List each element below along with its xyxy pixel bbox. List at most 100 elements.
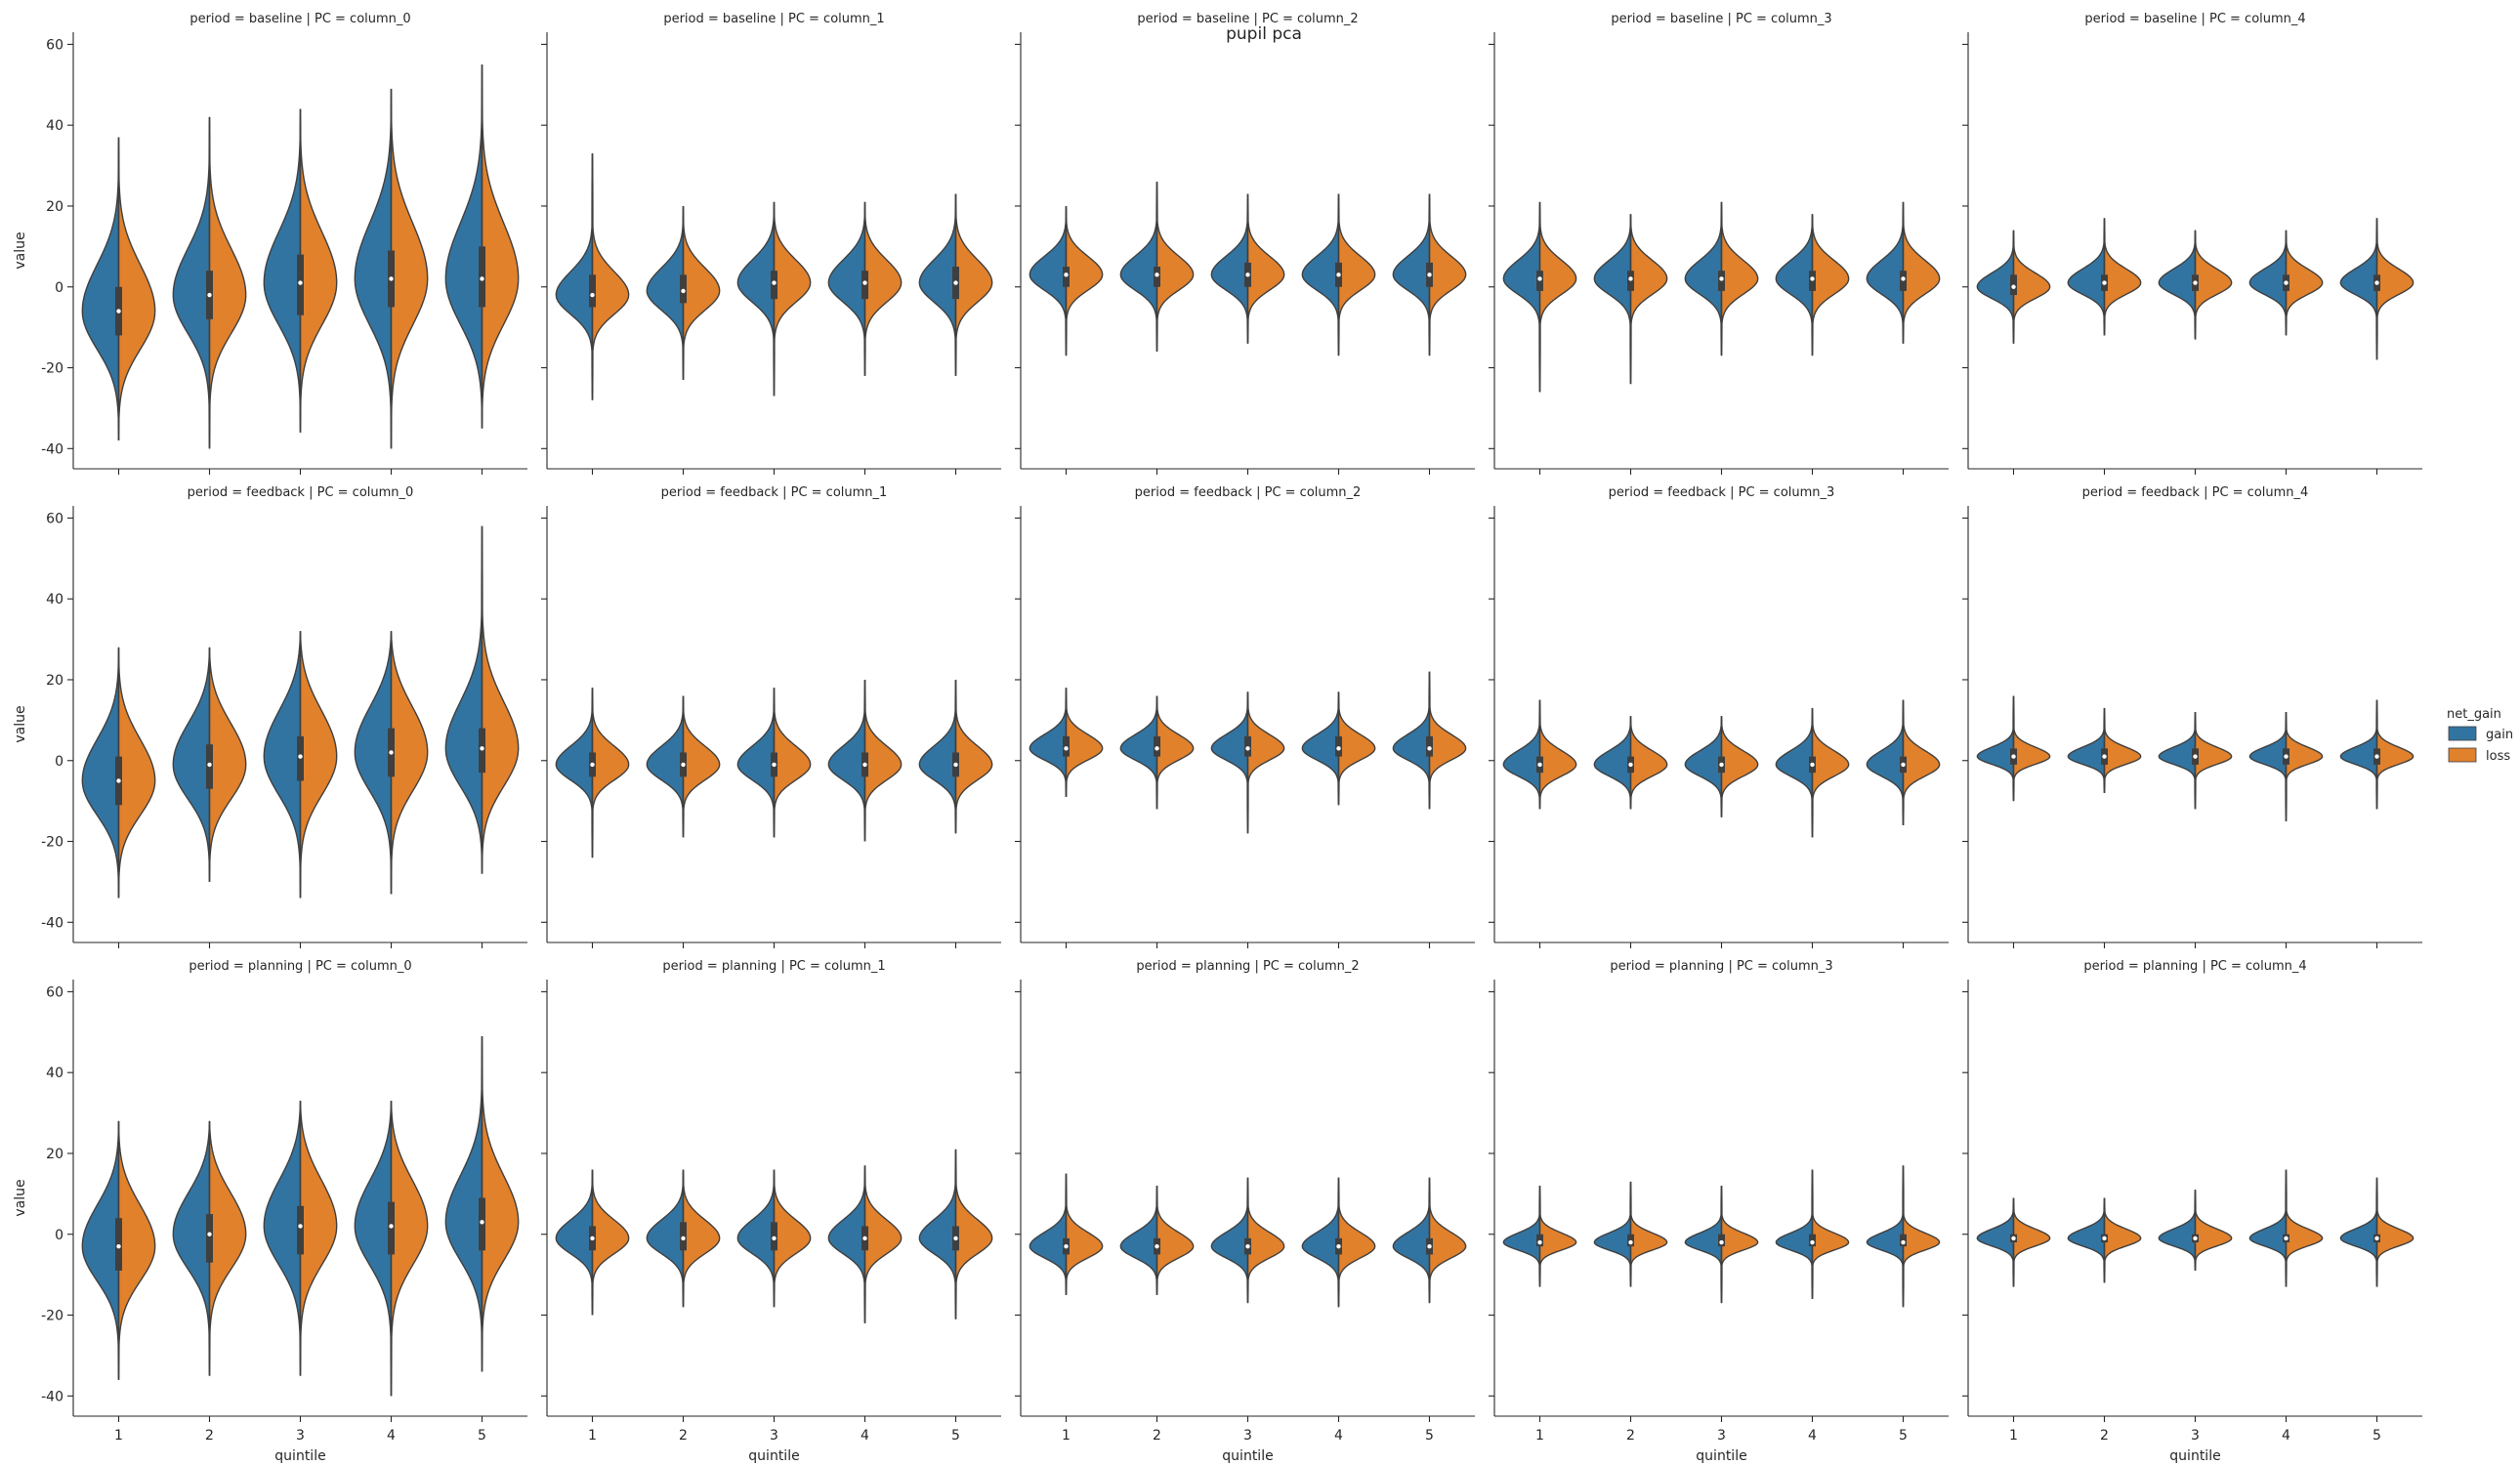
- median-dot-q1: [116, 1243, 121, 1249]
- violin-loss-q3: [299, 631, 338, 899]
- x-tick-label: 4: [2282, 1428, 2290, 1444]
- panel-title: period = planning | PC = column_4: [2083, 959, 2306, 974]
- median-dot-q5: [953, 1235, 958, 1241]
- violin-gain-q4: [354, 631, 393, 895]
- median-dot-q4: [862, 1235, 867, 1241]
- violin-gain-q4: [827, 679, 866, 842]
- median-dot-q3: [2193, 1235, 2198, 1241]
- median-dot-q4: [389, 276, 394, 281]
- violin-gain-q1: [1976, 230, 2015, 344]
- violin-loss-q4: [390, 631, 429, 895]
- violin-gain-q2: [1119, 182, 1158, 352]
- panel-title: period = feedback | PC = column_2: [1135, 485, 1362, 500]
- median-dot-q3: [1719, 276, 1724, 281]
- median-dot-q2: [1628, 276, 1633, 281]
- x-tick-label: 5: [1425, 1428, 1434, 1444]
- violin-gain-q1: [1502, 201, 1541, 393]
- y-tick-label: 40: [46, 118, 63, 134]
- panel-feedback-column_1: period = feedback | PC = column_1: [541, 485, 1001, 948]
- panel-feedback-column_2: period = feedback | PC = column_2: [1015, 485, 1475, 948]
- violin-loss-q5: [954, 679, 993, 834]
- median-dot-q2: [2102, 280, 2107, 285]
- x-axis-label: quintile: [748, 1448, 799, 1464]
- violin-gain-q5: [1866, 699, 1905, 825]
- violin-gain-q5: [1866, 201, 1905, 344]
- median-dot-q4: [1810, 762, 1815, 768]
- violin-loss-q1: [1065, 688, 1104, 798]
- median-dot-q5: [1901, 762, 1906, 768]
- median-dot-q5: [1427, 746, 1432, 751]
- violin-loss-q2: [2103, 1197, 2142, 1283]
- median-dot-q4: [1336, 746, 1341, 751]
- violin-gain-q1: [81, 137, 120, 441]
- median-dot-q4: [1810, 1239, 1815, 1245]
- panel-title: period = feedback | PC = column_3: [1609, 485, 1835, 500]
- median-dot-q5: [1901, 1239, 1906, 1245]
- violin-loss-q2: [2103, 707, 2142, 793]
- median-dot-q4: [2284, 280, 2289, 285]
- violin-gain-q1: [1976, 1197, 2015, 1287]
- x-axis-label: quintile: [1696, 1448, 1746, 1464]
- panel-baseline-column_4: period = baseline | PC = column_4: [1962, 12, 2422, 475]
- violin-loss-q4: [1337, 193, 1376, 356]
- panel-title: period = planning | PC = column_1: [662, 959, 885, 974]
- panel-title: period = planning | PC = column_2: [1136, 959, 1359, 974]
- violin-loss-q4: [863, 1165, 903, 1323]
- median-dot-q5: [2374, 754, 2379, 759]
- median-dot-q3: [2193, 280, 2198, 285]
- median-dot-q3: [1719, 1239, 1724, 1245]
- median-dot-q5: [1427, 272, 1432, 277]
- violin-gain-q2: [172, 1120, 211, 1376]
- violin-loss-q3: [1246, 193, 1285, 344]
- median-dot-q4: [1810, 276, 1815, 281]
- violin-gain-q2: [1119, 695, 1158, 810]
- violin-gain-q3: [736, 688, 776, 838]
- y-tick-label: 60: [46, 984, 63, 1000]
- violin-gain-q4: [1775, 1169, 1814, 1299]
- violin-loss-q5: [481, 1035, 520, 1372]
- x-axis-label: quintile: [1222, 1448, 1273, 1464]
- median-dot-q5: [953, 280, 958, 285]
- y-tick-label: 20: [46, 199, 63, 215]
- violin-gain-q4: [354, 1101, 393, 1397]
- median-dot-q2: [681, 762, 686, 768]
- violin-loss-q1: [117, 647, 156, 899]
- violin-gain-q4: [827, 1165, 866, 1323]
- violin-loss-q2: [1629, 716, 1668, 810]
- legend-label-loss: loss: [2486, 749, 2510, 764]
- violin-gain-q5: [918, 1149, 957, 1319]
- y-tick-label: 60: [46, 511, 63, 526]
- median-dot-q1: [2011, 1235, 2016, 1241]
- violin-gain-q4: [1775, 214, 1814, 356]
- violin-gain-q4: [2248, 230, 2288, 336]
- violin-gain-q1: [1502, 699, 1541, 810]
- violin-loss-q1: [591, 688, 630, 858]
- violin-loss-q1: [1538, 1186, 1577, 1287]
- violin-loss-q4: [1811, 1169, 1850, 1299]
- panel-baseline-column_0: period = baseline | PC = column_0 -40 -20 0…: [13, 12, 527, 475]
- median-dot-q2: [1155, 1243, 1159, 1249]
- violin-loss-q1: [1538, 699, 1577, 810]
- violin-loss-q1: [1538, 201, 1577, 393]
- violin-gain-q1: [555, 688, 594, 858]
- median-dot-q1: [116, 309, 121, 314]
- violin-gain-q5: [1392, 671, 1431, 810]
- violin-loss-q2: [208, 647, 247, 882]
- violin-loss-q1: [117, 1120, 156, 1380]
- median-dot-q3: [298, 280, 303, 285]
- median-dot-q1: [2011, 284, 2016, 289]
- violin-loss-q2: [682, 1169, 721, 1308]
- violin-gain-q2: [1593, 1181, 1632, 1287]
- x-tick-label: 3: [2191, 1428, 2200, 1444]
- iqr-box-q3: [297, 1205, 304, 1255]
- median-dot-q3: [2193, 754, 2198, 759]
- median-dot-q3: [298, 1224, 303, 1229]
- iqr-box-q1: [589, 274, 596, 308]
- y-tick-label: -20: [41, 361, 63, 377]
- violin-loss-q3: [1720, 201, 1759, 356]
- median-dot-q1: [590, 762, 595, 768]
- panel-planning-column_3: period = planning | PC = column_3 1 2 3 4 5 qu…: [1489, 959, 1949, 1464]
- violin-gain-q3: [263, 631, 302, 899]
- violin-loss-q4: [1811, 707, 1850, 838]
- violin-gain-q2: [172, 116, 211, 449]
